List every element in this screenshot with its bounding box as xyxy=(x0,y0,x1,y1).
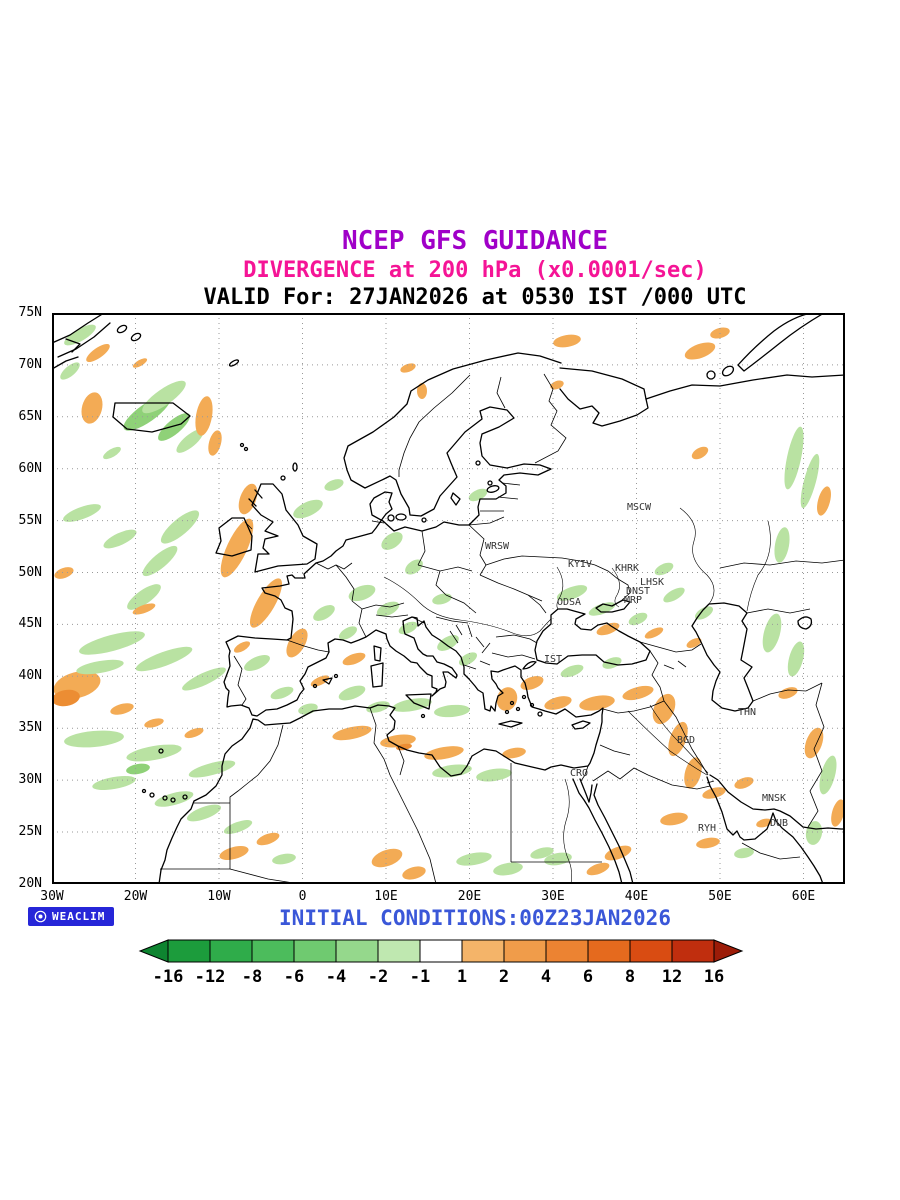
lon-tick-40E: 40E xyxy=(624,889,649,904)
latlon-grid xyxy=(52,313,845,884)
colorbar-tick-16: 16 xyxy=(704,967,724,987)
lon-tick-10W: 10W xyxy=(207,889,231,904)
lon-tick-0: 0 xyxy=(298,889,307,904)
chart-subtitle: DIVERGENCE at 200 hPa (x0.0001/sec) xyxy=(243,257,707,283)
chart-title: NCEP GFS GUIDANCE xyxy=(341,226,609,256)
colorbar-tick-12: 12 xyxy=(662,967,682,987)
country-borders xyxy=(160,373,846,885)
lat-tick-70N: 70N xyxy=(18,356,42,372)
longitude-axis: 30W 20W 10W 0 10E 20E 30E 40E 50E 60E xyxy=(40,889,845,907)
lon-tick-50E: 50E xyxy=(708,889,732,904)
initial-conditions-text: INITIAL CONDITIONS:00Z23JAN2026 xyxy=(279,906,671,930)
city-label-thn: THN xyxy=(738,707,756,718)
colorbar-segment xyxy=(335,939,379,963)
city-label-mscw: MSCW xyxy=(627,502,652,513)
colorbar-tick-8: 8 xyxy=(625,967,635,987)
map-area: MSCW WRSW KYIV KHRK LHSK DNST MRP ODSA IST THN BGD… xyxy=(51,312,846,885)
lat-tick-30N: 30N xyxy=(18,772,42,788)
colorbar-segment xyxy=(293,939,337,963)
lat-tick-75N: 75N xyxy=(18,305,42,320)
colorbar-segment xyxy=(209,939,253,963)
lat-tick-35N: 35N xyxy=(18,720,42,736)
chart-titles: NCEP GFS GUIDANCE DIVERGENCE at 200 hPa … xyxy=(50,226,900,311)
weaclim-logo-text: WEACLIM xyxy=(52,910,106,923)
lat-tick-65N: 65N xyxy=(18,408,42,424)
colorbar-tick-4: 4 xyxy=(541,967,551,987)
map-frame xyxy=(52,313,845,884)
city-label-dnst: DNST xyxy=(626,586,650,597)
rivers xyxy=(383,507,771,885)
lat-tick-20N: 20N xyxy=(18,875,42,891)
latitude-axis: 75N 70N 65N 60N 55N 50N 45N 40N 35N 30N 25N 20N xyxy=(0,305,46,891)
city-label-mrp: MRP xyxy=(624,595,642,606)
city-label-kyiv: KYIV xyxy=(568,559,592,570)
colorbar-segment xyxy=(629,939,673,963)
city-label-mnsk: MNSK xyxy=(762,793,786,804)
city-label-ryh: RYH xyxy=(698,823,716,834)
lon-tick-20E: 20E xyxy=(457,889,482,904)
colorbar-tick--8: -8 xyxy=(242,967,262,987)
lat-tick-55N: 55N xyxy=(18,512,42,528)
lon-tick-60E: 60E xyxy=(791,889,816,904)
lon-tick-20W: 20W xyxy=(123,889,148,904)
lon-tick-10E: 10E xyxy=(374,889,398,904)
weaclim-logo: WEACLIM xyxy=(28,907,115,926)
colorbar-right-arrow xyxy=(713,939,744,963)
lat-tick-50N: 50N xyxy=(18,564,42,580)
colorbar-tick--6: -6 xyxy=(284,967,304,987)
lat-tick-60N: 60N xyxy=(18,460,42,476)
divergence-shading xyxy=(52,324,845,880)
colorbar-segment xyxy=(377,939,421,963)
colorbar-tick-2: 2 xyxy=(499,967,509,987)
weaclim-logo-icon xyxy=(34,910,47,923)
colorbar-tick--2: -2 xyxy=(368,967,388,987)
city-label-odsa: ODSA xyxy=(557,597,581,608)
colorbar-segment xyxy=(503,939,547,963)
city-label-khrk: KHRK xyxy=(615,563,639,574)
lat-tick-45N: 45N xyxy=(18,616,42,632)
chart-valid-time: VALID For: 27JAN2026 at 0530 IST /000 UT… xyxy=(203,285,747,311)
city-label-ist: IST xyxy=(544,654,562,665)
colorbar-tick--16: -16 xyxy=(153,967,184,987)
colorbar-segment xyxy=(167,939,211,963)
colorbar-tick-6: 6 xyxy=(583,967,593,987)
colorbar-segment xyxy=(545,939,589,963)
lat-tick-25N: 25N xyxy=(18,824,42,839)
colorbar-tick--4: -4 xyxy=(326,967,346,987)
city-label-cro: CRO xyxy=(570,768,588,779)
city-label-lhsk: LHSK xyxy=(640,577,664,588)
colorbar-segment xyxy=(419,939,463,963)
colorbar-segment xyxy=(587,939,631,963)
city-label-dub: DUB xyxy=(770,818,788,829)
city-label-bgd: BGD xyxy=(677,735,695,746)
lat-tick-40N: 40N xyxy=(18,668,42,684)
colorbar: -16 -12 -8 -6 -4 -2 -1 1 2 4 6 8 12 16 xyxy=(138,939,744,987)
colorbar-left-arrow xyxy=(138,939,169,963)
coastlines xyxy=(51,312,846,885)
colorbar-tick--1: -1 xyxy=(410,967,430,987)
lon-tick-30E: 30E xyxy=(541,889,565,904)
colorbar-tick--12: -12 xyxy=(195,967,226,987)
colorbar-segment xyxy=(671,939,715,963)
lon-tick-30W: 30W xyxy=(40,889,64,904)
city-label-wrsw: WRSW xyxy=(485,541,510,552)
colorbar-tick-1: 1 xyxy=(457,967,467,987)
colorbar-segment xyxy=(461,939,505,963)
colorbar-segment xyxy=(251,939,295,963)
